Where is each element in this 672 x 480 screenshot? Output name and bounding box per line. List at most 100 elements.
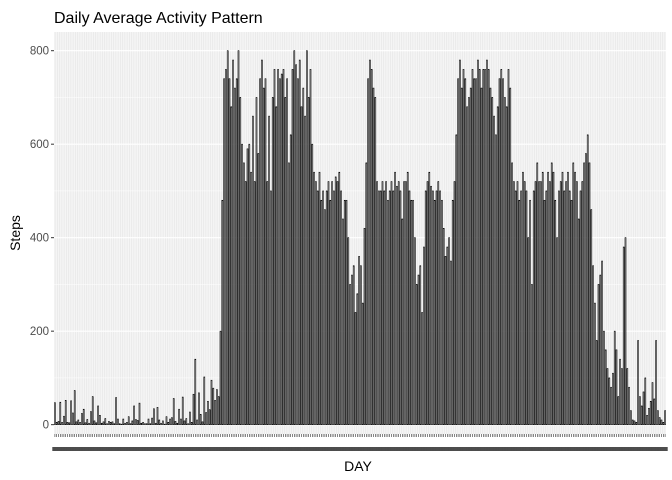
bar bbox=[334, 176, 337, 425]
bar bbox=[84, 422, 87, 425]
bar bbox=[572, 162, 575, 425]
bar bbox=[633, 420, 636, 425]
bar bbox=[360, 265, 362, 425]
bar bbox=[464, 78, 467, 425]
bar bbox=[257, 153, 260, 425]
bar bbox=[639, 396, 641, 425]
bar bbox=[583, 162, 585, 425]
bar bbox=[289, 134, 292, 425]
bar bbox=[307, 97, 310, 425]
y-tick-label: 400 bbox=[30, 233, 49, 245]
bar bbox=[432, 190, 434, 425]
bar bbox=[297, 78, 299, 425]
bar bbox=[250, 171, 252, 425]
bar bbox=[658, 417, 661, 425]
bar bbox=[588, 162, 591, 425]
bar bbox=[333, 190, 335, 425]
bar bbox=[509, 87, 512, 425]
bar bbox=[343, 199, 346, 425]
bar bbox=[214, 400, 216, 425]
bar bbox=[190, 422, 193, 425]
bar bbox=[421, 312, 423, 425]
bar bbox=[261, 59, 263, 425]
bar bbox=[541, 171, 544, 425]
bar bbox=[117, 418, 119, 425]
bar bbox=[210, 379, 213, 425]
bar bbox=[248, 143, 251, 425]
bar bbox=[462, 69, 465, 425]
bar bbox=[228, 78, 231, 425]
bar bbox=[579, 190, 582, 425]
bar bbox=[527, 237, 530, 425]
bar bbox=[93, 420, 96, 425]
bar bbox=[329, 199, 332, 425]
bar bbox=[487, 69, 490, 425]
bar bbox=[167, 422, 170, 425]
bar bbox=[518, 199, 521, 425]
bar bbox=[381, 181, 384, 425]
bar bbox=[156, 407, 159, 425]
bar bbox=[534, 181, 537, 425]
bar bbox=[520, 190, 522, 425]
bar bbox=[216, 389, 218, 425]
bar bbox=[383, 190, 386, 425]
bar bbox=[597, 284, 600, 425]
bar bbox=[408, 190, 411, 425]
bar bbox=[630, 410, 632, 425]
bar bbox=[88, 422, 90, 425]
bar bbox=[498, 78, 501, 425]
bar bbox=[291, 69, 294, 425]
bar bbox=[424, 190, 427, 425]
bar bbox=[253, 181, 256, 425]
bar bbox=[324, 209, 326, 425]
bar bbox=[477, 59, 479, 425]
bar bbox=[484, 69, 486, 425]
bar bbox=[66, 422, 69, 425]
bar bbox=[273, 69, 276, 425]
bar bbox=[118, 423, 121, 425]
bar bbox=[451, 199, 454, 425]
bar bbox=[108, 421, 110, 425]
bar bbox=[642, 391, 645, 425]
bar bbox=[306, 50, 308, 425]
bar bbox=[72, 412, 74, 425]
bar bbox=[194, 358, 197, 425]
bar bbox=[543, 199, 546, 425]
bar bbox=[180, 418, 182, 425]
bar bbox=[448, 237, 450, 425]
bar bbox=[95, 422, 98, 425]
bar bbox=[82, 408, 85, 425]
bar bbox=[637, 340, 639, 425]
y-tick-label: 0 bbox=[43, 420, 49, 432]
bar bbox=[113, 423, 116, 425]
bar bbox=[223, 78, 225, 425]
bar bbox=[322, 190, 324, 425]
bar bbox=[325, 190, 328, 425]
bar bbox=[235, 78, 238, 425]
bar bbox=[635, 422, 638, 425]
bar bbox=[295, 64, 297, 425]
bar-series bbox=[54, 50, 666, 425]
bar bbox=[207, 400, 209, 425]
bar bbox=[592, 265, 594, 425]
bar bbox=[444, 256, 447, 425]
bar bbox=[55, 422, 58, 425]
bar bbox=[561, 171, 564, 425]
bar bbox=[144, 423, 146, 425]
bar bbox=[68, 422, 71, 425]
bar bbox=[513, 181, 515, 425]
bar bbox=[435, 190, 438, 425]
bar bbox=[59, 401, 62, 425]
bar bbox=[221, 199, 224, 425]
bar bbox=[576, 181, 578, 425]
bar bbox=[480, 87, 483, 425]
bar bbox=[369, 59, 371, 425]
bar bbox=[523, 181, 526, 425]
bar bbox=[482, 69, 485, 425]
bar bbox=[300, 106, 303, 425]
x-axis-title: DAY bbox=[344, 458, 372, 474]
bar bbox=[529, 199, 531, 425]
bar bbox=[140, 422, 143, 425]
bar bbox=[450, 260, 452, 425]
bar bbox=[455, 134, 458, 425]
